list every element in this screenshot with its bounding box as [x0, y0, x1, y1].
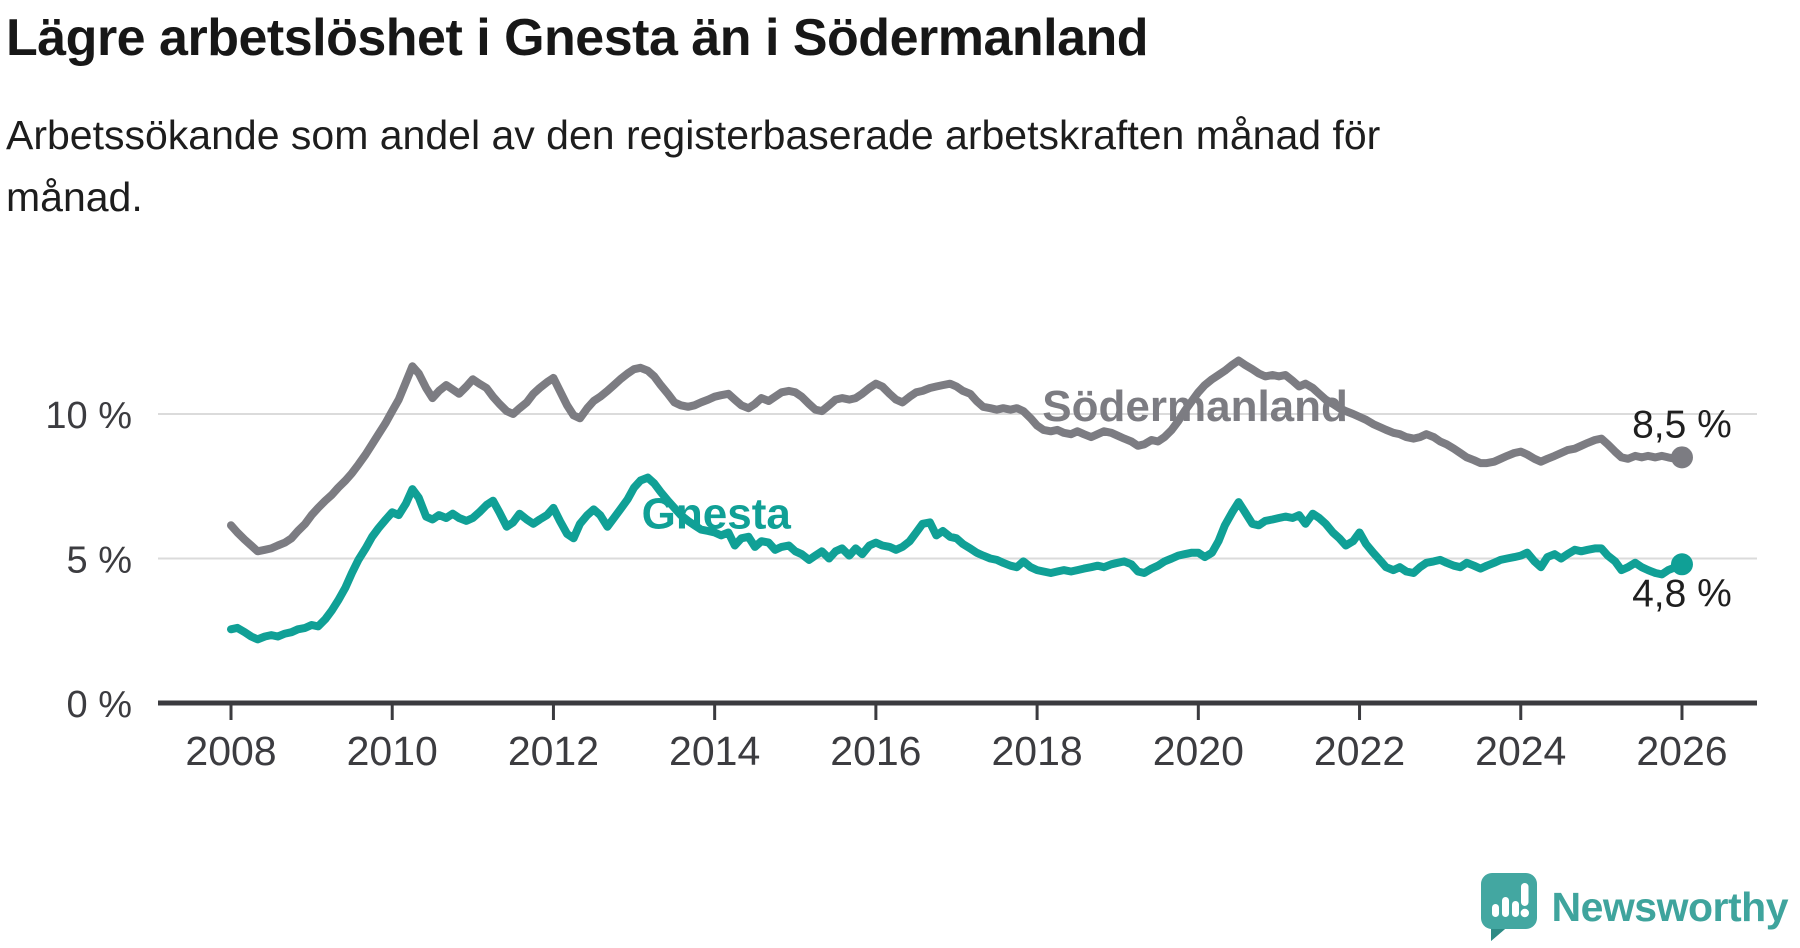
- x-tick-label: 2022: [1314, 728, 1405, 774]
- x-tick-label: 2018: [991, 728, 1082, 774]
- sodermanland-end-dot: [1670, 446, 1693, 469]
- newsworthy-logo: Newsworthy: [1480, 872, 1789, 942]
- y-tick-label: 0 %: [67, 684, 132, 726]
- sodermanland-end-value: 8,5 %: [1632, 403, 1732, 446]
- y-tick-label: 5 %: [67, 540, 132, 582]
- x-tick-label: 2012: [508, 728, 599, 774]
- newsworthy-logo-icon: [1480, 873, 1537, 941]
- page-subtitle: Arbetssökande som andel av den registerb…: [6, 112, 1381, 220]
- logo-bar-3: [1511, 901, 1519, 917]
- newsworthy-logo-text: Newsworthy: [1551, 883, 1789, 930]
- sodermanland-series-label: Södermanland: [1042, 382, 1348, 431]
- sodermanland-line: [227, 356, 1686, 556]
- logo-bubble-shadow: [1490, 929, 1505, 941]
- gnesta-end-value: 4,8 %: [1632, 572, 1732, 615]
- x-tick-label: 2008: [185, 728, 276, 774]
- x-tick-label: 2010: [347, 728, 438, 774]
- y-tick-label: 10 %: [45, 395, 132, 437]
- logo-exclamation-bar: [1520, 883, 1528, 906]
- logo-bar-1: [1491, 904, 1499, 917]
- x-tick-label: 2026: [1636, 728, 1727, 774]
- x-tick-label: 2024: [1475, 728, 1566, 774]
- gnesta-line: [227, 473, 1686, 644]
- logo-exclamation-dot: [1520, 908, 1529, 918]
- x-tick-label: 2014: [669, 728, 760, 774]
- logo-bar-2: [1501, 897, 1509, 917]
- x-tick-label: 2020: [1153, 728, 1244, 774]
- x-tick-label: 2016: [830, 728, 921, 774]
- page-title: Lägre arbetslöshet i Gnesta än i Söderma…: [6, 9, 1149, 67]
- gnesta-end-dot: [1670, 553, 1693, 576]
- gnesta-series-label: Gnesta: [642, 490, 792, 539]
